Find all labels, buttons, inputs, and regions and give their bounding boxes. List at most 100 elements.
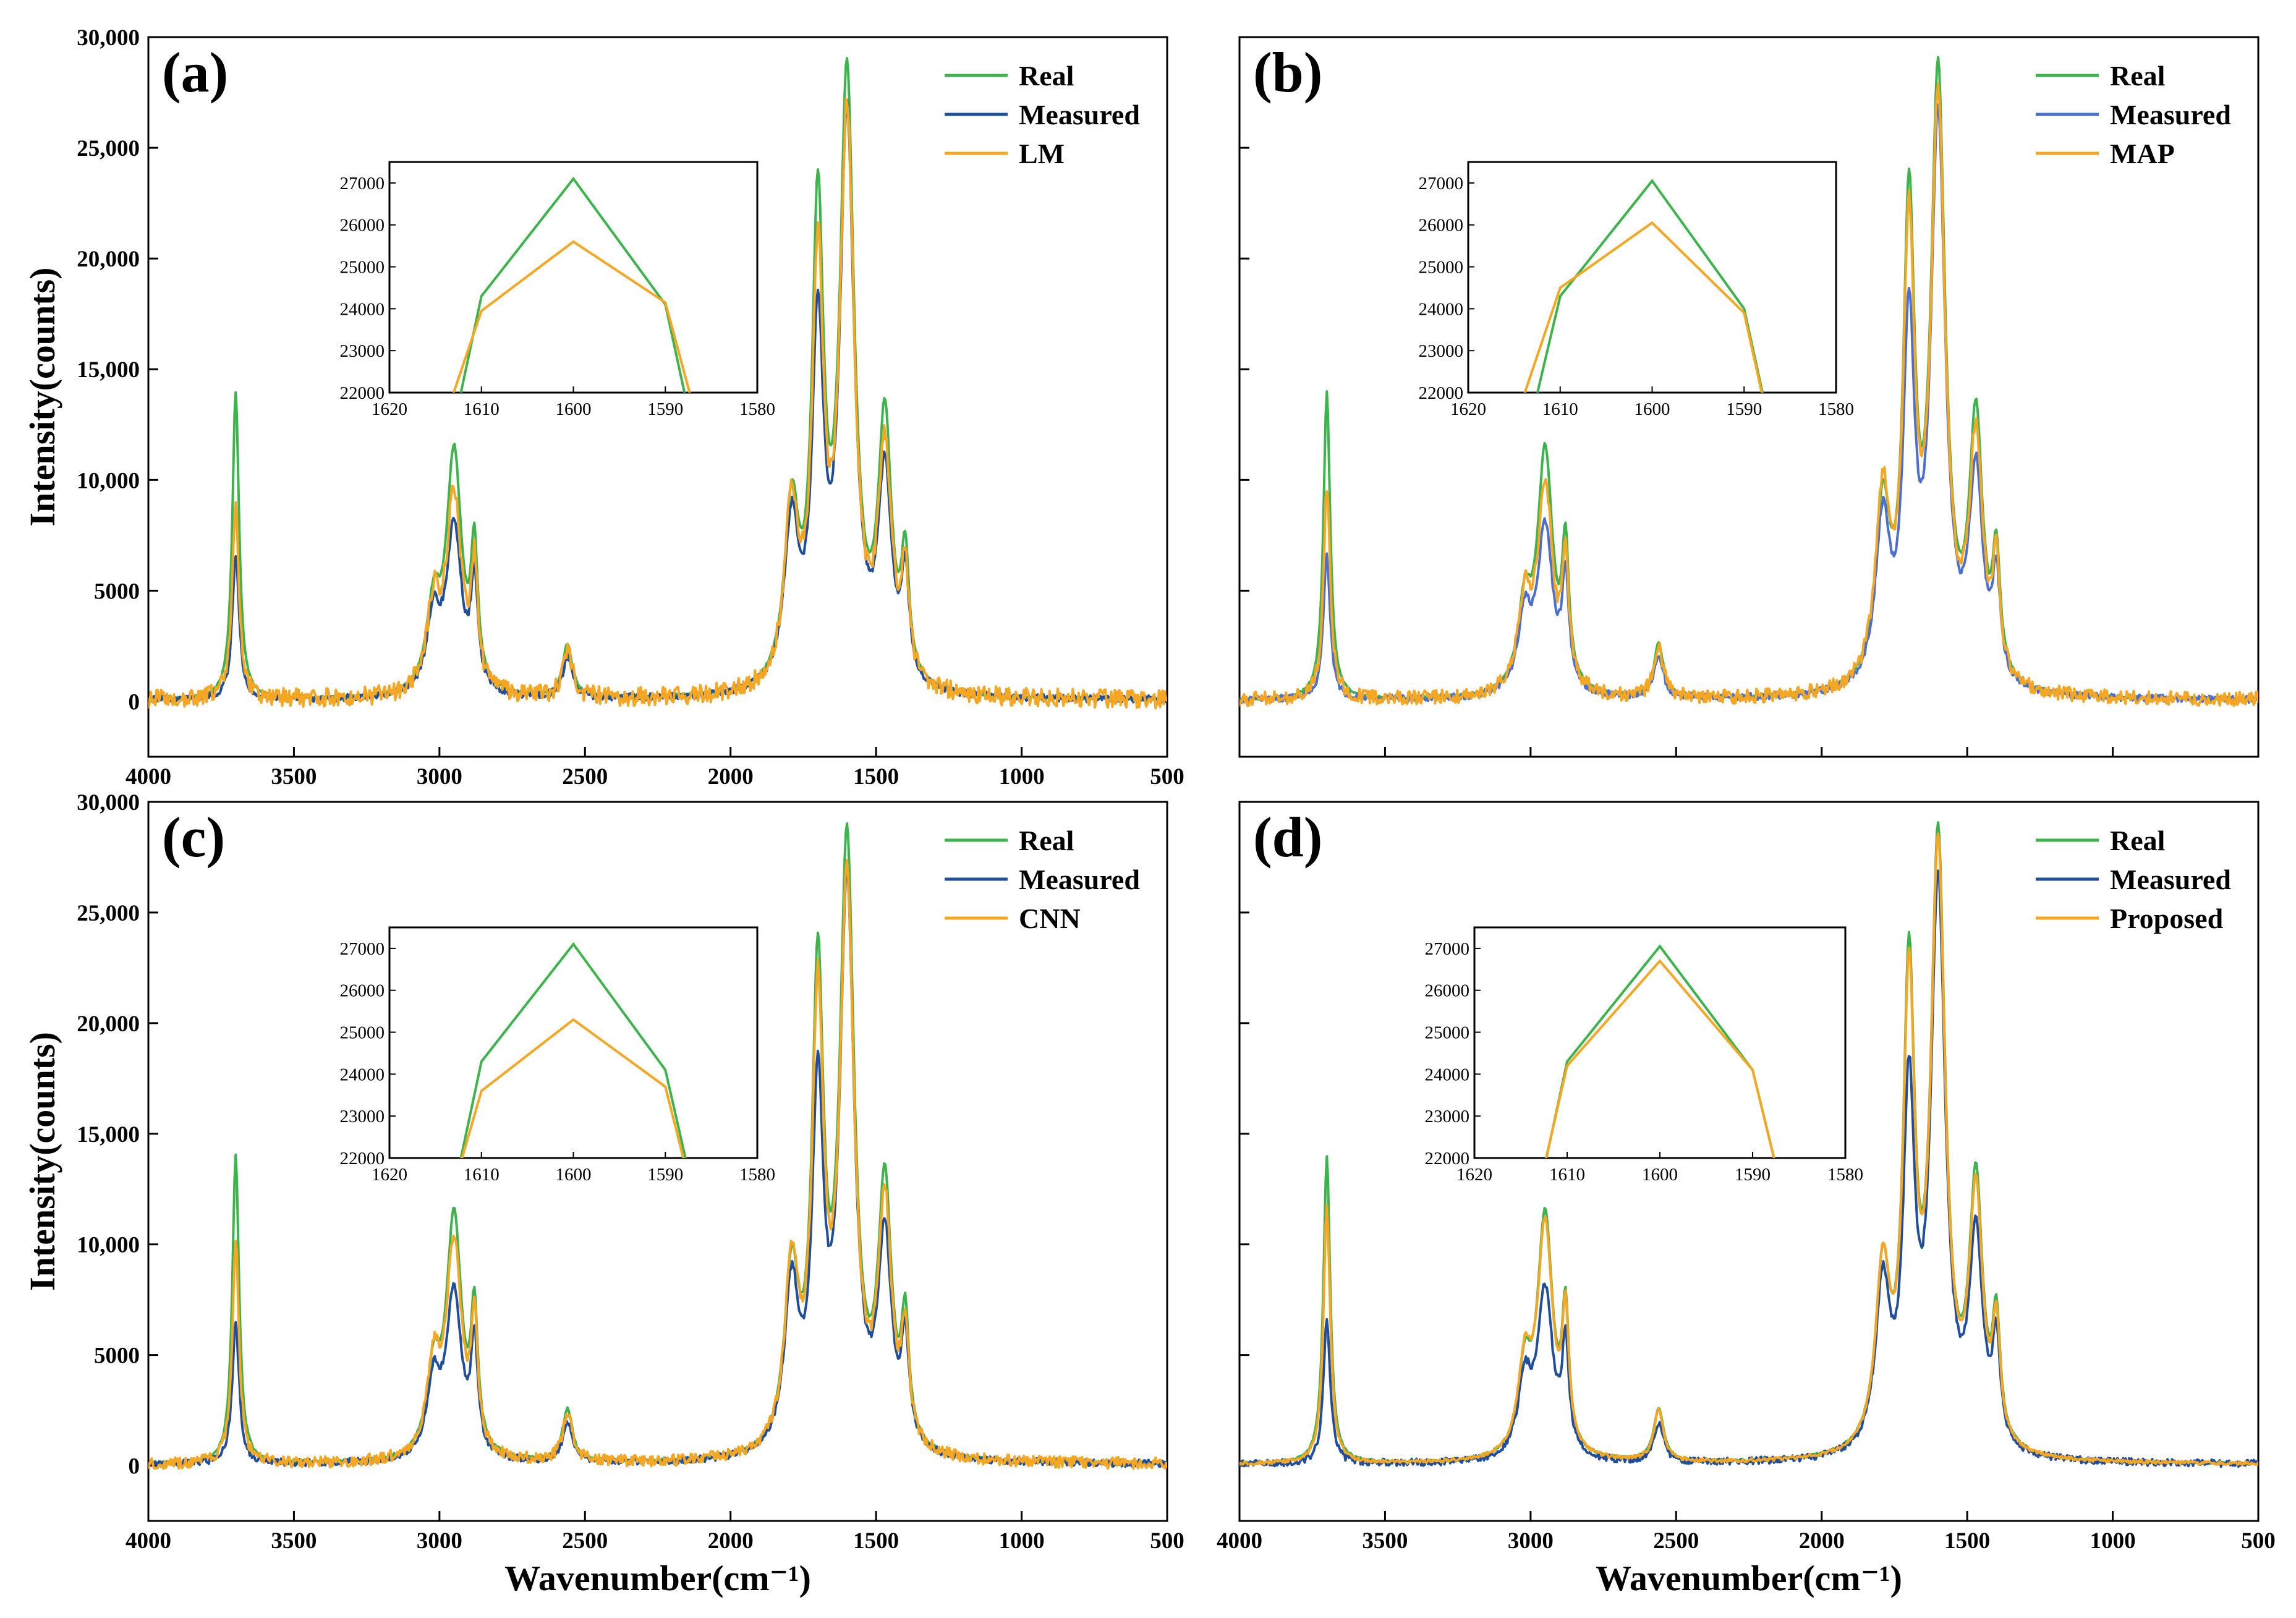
y-tick-label: 30,000 xyxy=(77,25,140,51)
inset-x-tick-label: 1590 xyxy=(1726,399,1762,419)
inset-x-tick-label: 1580 xyxy=(1827,1165,1863,1185)
x-axis-label: Wavenumber(cm⁻¹) xyxy=(504,1558,811,1598)
legend-label: MAP xyxy=(2110,138,2175,169)
x-tick-label: 500 xyxy=(1150,1528,1184,1554)
panel-label: (a) xyxy=(162,41,228,104)
inset-line-real xyxy=(459,176,686,393)
y-tick-label: 15,000 xyxy=(77,1122,140,1148)
y-tick-label: 30,000 xyxy=(77,790,140,815)
inset-y-tick-label: 25000 xyxy=(340,1023,385,1043)
y-tick-label: 25,000 xyxy=(77,901,140,926)
inset-y-tick-label: 23000 xyxy=(340,1107,385,1126)
panel-b: (b) Real Measured MAP 1620 1610 1600 1590 1580 22… xyxy=(1238,36,2260,758)
inset-y-tick-label: 22000 xyxy=(1419,383,1464,403)
inset-chart: 1620 1610 1600 1590 1580 22000 23000 24000 25000… xyxy=(340,926,775,1185)
inset-y-tick-label: 24000 xyxy=(1425,1065,1470,1084)
legend-label: Measured xyxy=(2110,864,2231,895)
inset-y-tick-label: 25000 xyxy=(1425,1023,1470,1043)
inset-frame xyxy=(388,161,759,394)
x-tick-label: 4000 xyxy=(125,1528,171,1554)
y-tick-label: 20,000 xyxy=(77,1011,140,1037)
x-tick-label: 500 xyxy=(1150,764,1184,790)
inset-x-tick-label: 1620 xyxy=(1456,1165,1492,1185)
legend-label: CNN xyxy=(1019,903,1081,934)
x-tick-label: 1000 xyxy=(2090,1528,2136,1554)
inset-x-tick-label: 1610 xyxy=(1542,399,1578,419)
inset-y-tick-label: 27000 xyxy=(340,939,385,959)
inset-line-lm xyxy=(452,240,691,393)
x-tick-label: 3000 xyxy=(1508,1528,1554,1554)
y-tick-label: 25,000 xyxy=(77,136,140,161)
inset-chart: 1620 1610 1600 1590 1580 22000 23000 24000 25000… xyxy=(340,161,775,419)
legend-label: LM xyxy=(1019,138,1065,169)
inset-frame xyxy=(1473,926,1847,1159)
x-tick-label: 500 xyxy=(2241,1528,2276,1554)
inset-y-tick-label: 26000 xyxy=(1425,981,1470,1001)
series-line-cnn xyxy=(148,859,1167,1470)
inset-y-tick-label: 22000 xyxy=(340,1149,385,1169)
inset-line-real xyxy=(459,942,687,1158)
plot-frame xyxy=(147,36,1168,758)
x-tick-label: 2500 xyxy=(562,1528,608,1554)
legend-label: Measured xyxy=(2110,99,2231,130)
inset-x-tick-label: 1590 xyxy=(1735,1165,1771,1185)
inset-x-tick-label: 1610 xyxy=(464,1165,500,1185)
inset-line-real xyxy=(1536,179,1764,393)
x-tick-label: 3500 xyxy=(1362,1528,1408,1554)
panel-label: (d) xyxy=(1253,806,1322,869)
series-line-lm xyxy=(148,97,1167,710)
inset-x-tick-label: 1620 xyxy=(372,1165,407,1185)
legend-label: Measured xyxy=(1019,99,1140,130)
x-tick-label: 1500 xyxy=(1944,1528,1990,1554)
inset-y-tick-label: 24000 xyxy=(1419,299,1464,319)
legend-label: Real xyxy=(2110,825,2165,856)
legend-label: Measured xyxy=(1019,864,1140,895)
panel-d: 4000 3500 3000 2500 2000 1500 1000 500 Wavenumbe… xyxy=(1217,801,2276,1598)
inset-x-tick-label: 1600 xyxy=(556,1165,592,1185)
panel-label: (c) xyxy=(162,806,225,869)
inset-x-tick-label: 1590 xyxy=(647,399,683,419)
x-tick-label: 3500 xyxy=(271,1528,317,1554)
x-tick-label: 3000 xyxy=(417,1528,462,1554)
x-tick-label: 1000 xyxy=(999,764,1045,790)
panel-label: (b) xyxy=(1253,41,1322,104)
inset-chart: 1620 1610 1600 1590 1580 22000 23000 24000 25000… xyxy=(1419,161,1854,419)
legend-label: Real xyxy=(1019,60,1074,92)
inset-chart: 1620 1610 1600 1590 1580 22000 23000 24000 25000… xyxy=(1425,926,1863,1185)
panel-c: 4000 3500 3000 2500 2000 1500 1000 5000500010,0… xyxy=(22,790,1184,1554)
plot-frame xyxy=(1238,801,2260,1522)
inset-y-tick-label: 27000 xyxy=(1419,174,1464,194)
x-tick-label: 4000 xyxy=(125,764,171,790)
x-axis-label: Wavenumber(cm⁻¹) xyxy=(1596,1558,1902,1598)
legend-label: Proposed xyxy=(2110,903,2224,934)
inset-line-real xyxy=(1545,944,1775,1158)
inset-y-tick-label: 27000 xyxy=(1425,939,1470,959)
x-tick-label: 2000 xyxy=(708,764,754,790)
inset-y-tick-label: 22000 xyxy=(1425,1149,1470,1169)
y-tick-label: 5000 xyxy=(94,1343,140,1369)
inset-y-tick-label: 25000 xyxy=(1419,258,1464,278)
inset-x-tick-label: 1620 xyxy=(1450,399,1486,419)
inset-y-tick-label: 27000 xyxy=(340,174,385,194)
inset-line-map xyxy=(1523,221,1763,393)
x-tick-label: 3500 xyxy=(271,764,317,790)
inset-y-tick-label: 25000 xyxy=(340,258,385,278)
y-tick-label: 10,000 xyxy=(77,468,140,493)
inset-y-tick-label: 23000 xyxy=(1419,341,1464,361)
series-line-proposed xyxy=(1239,832,2258,1467)
inset-x-tick-label: 1610 xyxy=(464,399,500,419)
x-tick-label: 3000 xyxy=(417,764,462,790)
y-axis-label: Intensity(counts) xyxy=(22,1032,62,1291)
inset-y-tick-label: 23000 xyxy=(340,341,385,361)
x-tick-label: 1500 xyxy=(853,764,899,790)
x-tick-label: 2500 xyxy=(1653,1528,1699,1554)
x-tick-label: 1500 xyxy=(853,1528,899,1554)
y-tick-label: 15,000 xyxy=(77,357,140,383)
inset-y-tick-label: 24000 xyxy=(340,299,385,319)
inset-x-tick-label: 1600 xyxy=(1635,399,1670,419)
y-tick-label: 10,000 xyxy=(77,1233,140,1258)
inset-y-tick-label: 26000 xyxy=(340,981,385,1001)
inset-y-tick-label: 23000 xyxy=(1425,1107,1470,1126)
y-tick-label: 20,000 xyxy=(77,247,140,272)
x-tick-label: 2000 xyxy=(1799,1528,1845,1554)
